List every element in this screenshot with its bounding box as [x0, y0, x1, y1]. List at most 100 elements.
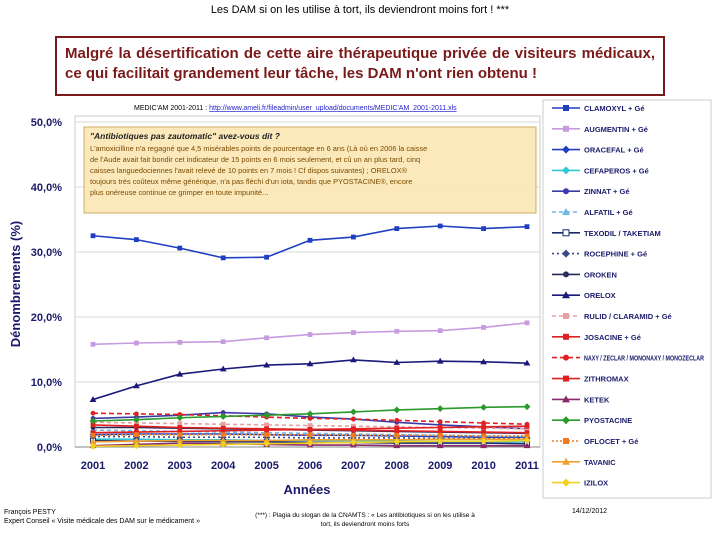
series — [90, 223, 530, 261]
legend-label: ZINNAT + Gé — [584, 187, 630, 196]
data-point — [134, 340, 139, 346]
data-point — [523, 437, 531, 444]
data-point — [89, 442, 97, 450]
x-tick-label: 2007 — [341, 460, 365, 472]
data-point — [220, 421, 226, 427]
y-tick-label: 50,0% — [31, 117, 62, 129]
legend-item: RULID / CLARAMID + Gé — [552, 312, 672, 321]
data-point — [307, 432, 313, 438]
data-point — [306, 410, 314, 418]
data-point — [176, 441, 184, 449]
data-point — [307, 332, 313, 337]
legend-marker — [563, 188, 569, 195]
data-point — [350, 439, 357, 446]
data-point — [437, 223, 443, 229]
legend-item: IZILOX — [552, 478, 608, 488]
data-point — [351, 432, 356, 438]
legend-item: ORELOX — [552, 291, 616, 300]
data-point — [480, 442, 487, 449]
y-axis-title: Dénombrements (%) — [8, 221, 23, 347]
data-point — [436, 442, 444, 449]
data-point — [394, 226, 400, 231]
data-point — [177, 421, 183, 426]
data-point — [481, 226, 486, 231]
data-point — [394, 432, 400, 438]
data-point — [350, 408, 357, 416]
legend-item: ORACEFAL + Gé — [552, 145, 644, 155]
data-point — [89, 396, 97, 402]
legend-label: NAXY / ZECLAR / MONONAXY / MONOZECLAR — [584, 354, 704, 363]
data-point — [524, 224, 530, 230]
y-tick-label: 0,0% — [37, 442, 62, 454]
annotation-line: toujours très coûteux même générique, n'… — [90, 177, 412, 186]
data-point — [219, 437, 227, 443]
data-point — [523, 359, 531, 366]
date: 14/12/2012 — [572, 508, 608, 515]
data-point — [264, 426, 269, 432]
data-point — [89, 417, 97, 425]
data-point — [306, 360, 314, 367]
legend-item: JOSACINE + Gé — [552, 333, 641, 342]
y-tick-label: 30,0% — [31, 247, 62, 259]
data-point — [264, 335, 269, 341]
data-point — [480, 358, 487, 365]
data-point — [351, 330, 356, 335]
legend-marker — [562, 208, 570, 215]
legend-label: ALFATIL + Gé — [584, 208, 633, 217]
x-tick-label: 2002 — [124, 460, 148, 472]
legend-marker — [563, 271, 569, 278]
legend-item: TEXODIL / TAKETIAM — [552, 229, 661, 238]
series — [89, 356, 531, 402]
data-point — [481, 424, 486, 430]
legend-item: KETEK — [552, 395, 610, 404]
data-point — [436, 357, 444, 364]
line-chart: MEDIC'AM 2001-2011 : http://www.ameli.fr… — [0, 96, 720, 502]
legend-marker — [563, 313, 569, 319]
data-point — [437, 328, 443, 334]
data-point — [480, 437, 487, 445]
data-point — [134, 411, 139, 417]
data-point — [263, 440, 270, 448]
legend-label: TEXODIL / TAKETIAM — [584, 229, 661, 238]
legend-marker — [563, 125, 569, 132]
data-point — [306, 436, 314, 443]
x-tick-label: 2009 — [428, 460, 452, 472]
footnote: (***) : Plagia du slogan de la CNAMTS : … — [255, 512, 475, 528]
legend-marker — [563, 375, 569, 382]
data-point — [220, 428, 226, 434]
y-tick-label: 10,0% — [31, 377, 62, 389]
x-tick-label: 2001 — [81, 460, 105, 472]
legend-marker — [562, 457, 570, 465]
data-point — [177, 245, 183, 251]
source-link[interactable]: http://www.ameli.fr/fileadmin/user_uploa… — [209, 105, 457, 112]
data-point — [177, 339, 183, 345]
x-tick-label: 2008 — [385, 460, 409, 472]
data-point — [524, 426, 530, 432]
data-point — [176, 437, 184, 443]
legend-item: ROCEPHINE + Gé — [552, 249, 647, 259]
legend-item: ZINNAT + Gé — [552, 187, 630, 196]
data-point — [351, 234, 356, 240]
data-point — [351, 423, 356, 429]
data-point — [176, 370, 184, 377]
annotation-title: "Antibiotiques pas zautomatic" avez-vous… — [90, 131, 281, 141]
data-point — [393, 406, 401, 414]
legend-marker — [563, 333, 569, 340]
series — [90, 320, 530, 347]
data-point — [481, 420, 486, 426]
data-point — [264, 432, 269, 438]
legend-label: KETEK — [584, 395, 610, 404]
series — [90, 422, 530, 436]
data-point — [134, 429, 139, 435]
data-point — [134, 423, 139, 429]
data-point — [437, 432, 443, 438]
data-point — [306, 439, 314, 447]
annotation-line: plus onéreuse continue ce grimper en tou… — [90, 188, 268, 197]
series — [89, 403, 531, 425]
source-label: MEDIC'AM 2001-2011 : http://www.ameli.fr… — [134, 105, 457, 112]
author-credit: François PESTY Expert Conseil « Visite m… — [4, 509, 200, 526]
data-point — [219, 365, 227, 372]
data-point — [351, 416, 356, 422]
data-point — [437, 429, 443, 434]
data-point — [177, 432, 183, 438]
